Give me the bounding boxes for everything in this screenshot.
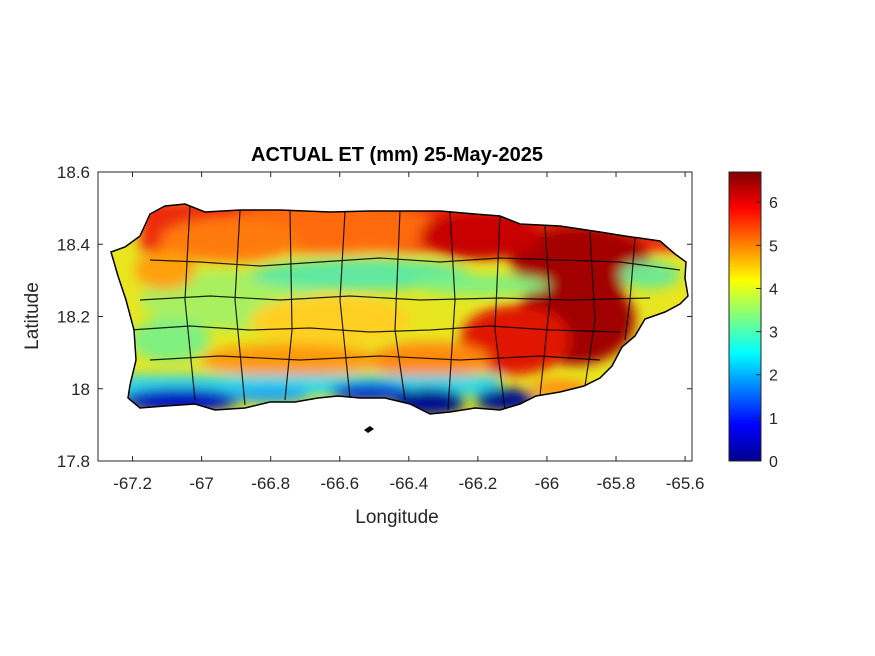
x-tick-label: -67.2 — [113, 474, 152, 493]
colorbar-ticks: 0 1 2 3 4 5 6 — [756, 195, 778, 471]
x-tick-label: -66.4 — [389, 474, 428, 493]
x-axis-label: Longitude — [355, 507, 438, 528]
colorbar-tick-label: 1 — [769, 411, 778, 428]
y-tick-label: 18.2 — [57, 308, 90, 327]
y-axis-label: Latitude — [22, 282, 43, 350]
small-island — [364, 426, 374, 433]
y-axis: 17.8 18 18.2 18.4 18.6 — [57, 163, 692, 471]
x-tick-label: -66 — [535, 474, 560, 493]
x-axis: -67.2 -67 -66.8 -66.6 -66.4 -66.2 -66 -65.8 -65.… — [113, 172, 704, 493]
et-field — [111, 204, 688, 414]
colorbar-tick-label: 3 — [769, 325, 778, 342]
colorbar — [728, 171, 762, 462]
colorbar-tick-label: 2 — [769, 368, 778, 385]
x-tick-label: -65.6 — [666, 474, 705, 493]
chart-title: ACTUAL ET (mm) 25-May-2025 — [251, 144, 543, 166]
colorbar-tick-label: 4 — [769, 281, 778, 298]
x-tick-label: -65.8 — [597, 474, 636, 493]
y-tick-label: 17.8 — [57, 452, 90, 471]
colorbar-tick-label: 0 — [769, 454, 778, 471]
y-tick-label: 18.6 — [57, 163, 90, 182]
y-tick-label: 18 — [71, 380, 90, 399]
x-tick-label: -66.8 — [251, 474, 290, 493]
x-tick-label: -66.6 — [320, 474, 359, 493]
colorbar-tick-label: 5 — [769, 238, 778, 255]
x-tick-label: -66.2 — [459, 474, 498, 493]
y-tick-label: 18.4 — [57, 235, 90, 254]
colorbar-tick-label: 6 — [769, 195, 778, 212]
x-tick-label: -67 — [189, 474, 214, 493]
